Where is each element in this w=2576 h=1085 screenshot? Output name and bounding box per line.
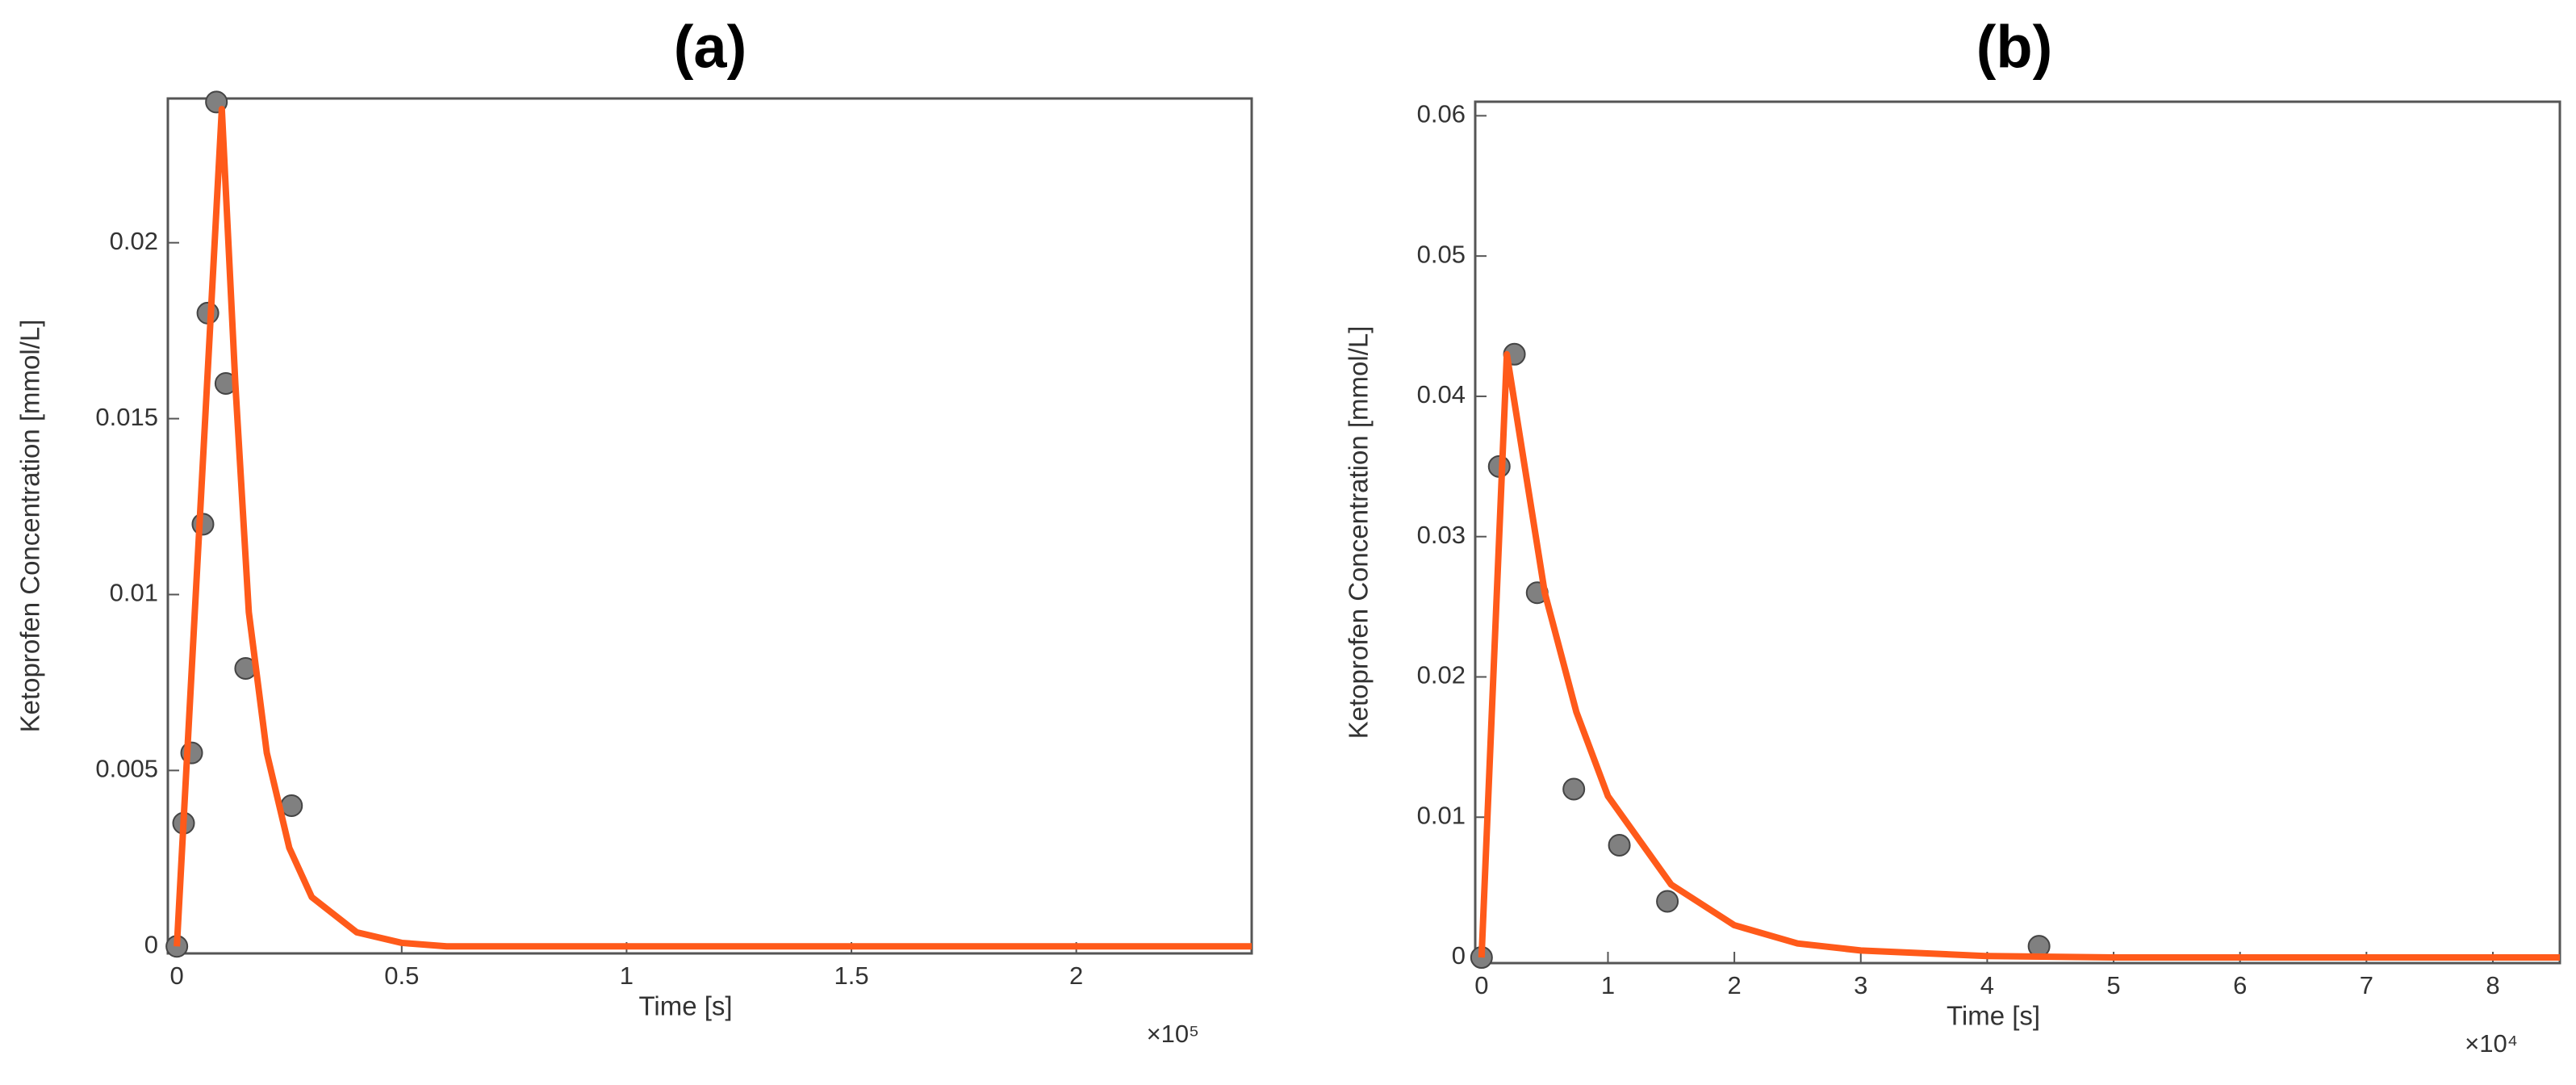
x-tick-label: 0	[1474, 971, 1488, 999]
x-tick-label: 6	[2233, 971, 2247, 999]
x-tick-label: 0.5	[384, 961, 419, 990]
x-tick-label: 0	[170, 961, 184, 990]
fit-line	[174, 106, 1252, 950]
x-multiplier: ×10⁴	[2465, 1029, 2518, 1058]
x-tick-label: 8	[2486, 971, 2499, 999]
x-tick-label: 1	[1601, 971, 1615, 999]
data-point	[1656, 890, 1679, 913]
x-tick-label: 4	[1980, 971, 1994, 999]
y-tick-label: 0.01	[1417, 801, 1466, 829]
y-tick-label: 0	[144, 930, 158, 958]
plot-frame	[1474, 100, 2561, 965]
x-tick-label: 2	[1069, 961, 1083, 990]
x-axis-label: Time [s]	[1947, 1001, 2040, 1031]
y-tick-label: 0.03	[1417, 521, 1466, 549]
y-axis-label: Ketoprofen Concentration [mmol/L]	[15, 320, 45, 733]
y-tick-label: 0.015	[95, 403, 158, 431]
x-tick-label: 7	[2360, 971, 2373, 999]
data-point	[1562, 777, 1586, 801]
chart-title: (a)	[674, 14, 746, 81]
data-point	[1608, 834, 1631, 857]
y-tick-label: 0.01	[110, 579, 158, 607]
x-multiplier: ×10⁵	[1147, 1020, 1199, 1048]
plot-frame	[166, 97, 1253, 955]
y-tick-label: 0.05	[1417, 240, 1466, 268]
x-tick-label: 1	[620, 961, 634, 990]
x-tick-label: 3	[1854, 971, 1867, 999]
x-tick-label: 5	[2106, 971, 2120, 999]
x-tick-label: 1.5	[834, 961, 868, 990]
chart-title: (b)	[1976, 14, 2053, 81]
y-axis-label: Ketoprofen Concentration [mmol/L]	[1344, 326, 1374, 739]
y-tick-label: 0.005	[95, 755, 158, 783]
x-tick-label: 2	[1727, 971, 1741, 999]
y-tick-label: 0.02	[1417, 661, 1466, 689]
fit-line	[1478, 350, 2560, 961]
y-tick-label: 0.04	[1417, 380, 1466, 408]
y-tick-label: 0.02	[110, 227, 158, 255]
y-tick-label: 0	[1452, 941, 1466, 970]
y-tick-label: 0.06	[1417, 100, 1466, 128]
x-axis-label: Time [s]	[638, 991, 732, 1021]
